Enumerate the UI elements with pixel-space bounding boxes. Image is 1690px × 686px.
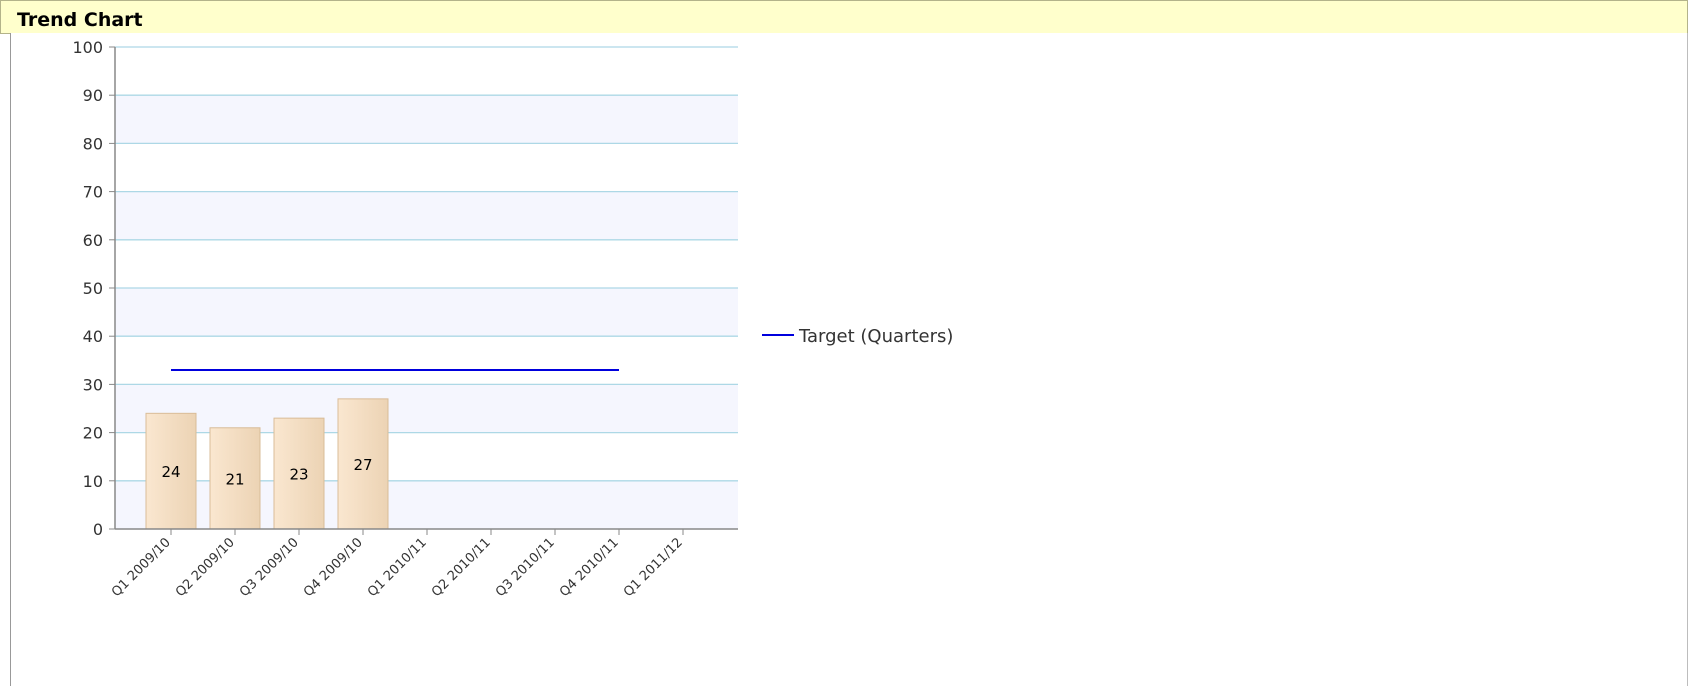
legend: Target (Quarters) (762, 326, 953, 347)
x-tick-label: Q3 2010/11 (493, 535, 558, 600)
bar (337, 398, 389, 530)
y-tick-label: 90 (83, 86, 103, 105)
y-tick-label: 70 (83, 183, 103, 202)
plot-band (115, 384, 738, 433)
chart-header-title: Trend Chart (17, 9, 143, 31)
x-tick-labels: Q1 2009/10 Q2 2009/10 Q3 2009/10 Q4 2009/10… (109, 529, 686, 600)
y-tick-label: 30 (83, 375, 103, 394)
y-tick-label: 0 (93, 520, 103, 539)
x-tick-label: Q1 2011/12 (621, 535, 686, 600)
y-axis-label: NI 156 Number of households living in te… (39, 75, 59, 633)
x-tick-label: Q2 2010/11 (429, 535, 494, 600)
bar (209, 427, 261, 530)
x-tick-label: Q4 2009/10 (301, 535, 366, 600)
y-tick-label: 50 (83, 279, 103, 298)
bar-data-label: 23 (289, 466, 308, 484)
y-tick-labels: 0 10 20 30 40 50 60 70 80 90 100 (72, 38, 115, 539)
trend-chart: 0 10 20 30 40 50 60 70 80 90 100 Q1 2009/10 Q2 2009… (39, 38, 953, 633)
bar-data-label: 21 (225, 470, 244, 488)
plot-bands (115, 95, 738, 529)
plot-band (115, 480, 738, 529)
y-tick-label: 80 (83, 134, 103, 153)
plot-band (115, 191, 738, 240)
y-tick-label: 20 (83, 424, 103, 443)
x-tick-label: Q1 2009/10 (109, 535, 174, 600)
y-tick-label: 100 (72, 38, 103, 57)
bar-data-label: 24 (161, 463, 180, 481)
bar (145, 412, 197, 530)
legend-label: Target (Quarters) (798, 326, 953, 347)
x-tick-label: Q3 2009/10 (237, 535, 302, 600)
plot-band (115, 95, 738, 144)
chart-header-bar: Trend Chart (0, 0, 1688, 34)
x-tick-label: Q4 2010/11 (557, 535, 622, 600)
x-tick-label: Q2 2009/10 (173, 535, 238, 600)
y-tick-label: 10 (83, 472, 103, 491)
bar-data-label: 27 (353, 456, 372, 474)
y-tick-label: 40 (83, 327, 103, 346)
plot-band (115, 288, 738, 337)
y-tick-label: 60 (83, 231, 103, 250)
data-labels: 24 21 23 27 (161, 456, 372, 488)
chart-panel: 0 10 20 30 40 50 60 70 80 90 100 Q1 2009/10 Q2 2009… (10, 33, 1688, 686)
x-tick-label: Q1 2010/11 (365, 535, 430, 600)
